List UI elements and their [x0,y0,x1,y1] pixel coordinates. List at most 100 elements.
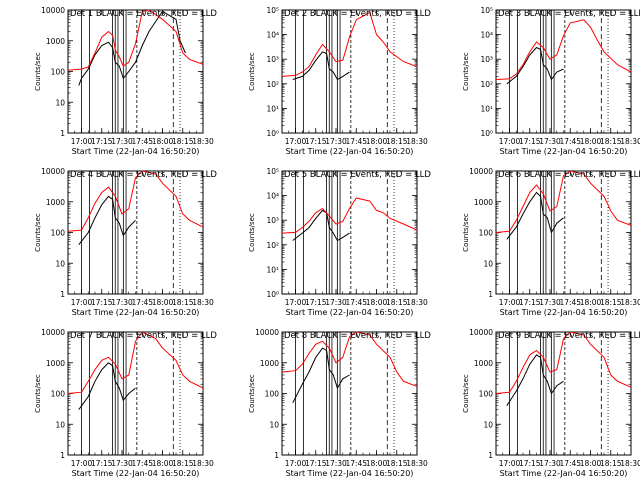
lld-series-line [496,171,631,233]
y-tick-label: 10 [483,259,493,268]
y-tick-label: 1000 [474,198,493,207]
x-tick-label: 17:45 [345,459,367,468]
y-tick-label: 10000 [469,328,493,337]
panel-det-8: 1 10 100 1000 10000 17:0017:1517:3017:4518:00… [248,328,431,478]
panel-det-3: 10⁰10¹10²10³10⁴10⁵17:0017:1517:3017:4518… [462,6,640,156]
panel-title: Det 6 BLACK = Events, RED = LLD [498,170,640,180]
x-tick-label: 17:15 [519,459,541,468]
x-tick-label: 18:00 [366,298,388,307]
x-tick-label: 18:00 [152,459,174,468]
x-tick-label: 18:30 [620,298,640,307]
y-tick-label: 10² [266,80,279,89]
x-tick-label: 17:00 [499,137,521,146]
x-tick-label: 17:45 [131,298,153,307]
plot-frame [495,9,632,134]
y-tick-label: 10 [269,420,279,429]
events-series-line [506,46,564,85]
x-tick-label: 17:45 [345,137,367,146]
x-tick-label: 17:45 [131,459,153,468]
series-group [496,171,631,240]
y-tick-label: 10 [483,420,493,429]
x-tick-label: 18:30 [406,137,428,146]
x-tick-label: 17:45 [131,137,153,146]
y-tick-label: 10⁰ [266,290,279,299]
x-tick-label: 17:45 [345,298,367,307]
x-tick-label: 17:00 [499,459,521,468]
plot-frame [495,331,632,456]
y-tick-label: 10⁴ [266,31,279,40]
lld-series-line [496,19,631,80]
y-tick-label: 1000 [260,359,279,368]
y-tick-label: 10000 [41,6,65,15]
x-tick-label: 18:30 [406,459,428,468]
y-axis-label: Counts/sec [248,52,256,91]
y-tick-label: 10³ [266,216,279,225]
y-axis-label: Counts/sec [462,374,470,413]
series-group [68,10,203,86]
y-tick-label: 1 [274,451,279,460]
x-tick-label: 17:00 [499,298,521,307]
y-tick-label: 10³ [480,55,493,64]
series-group [496,332,631,406]
x-axis-label: Start Time (22-Jan-04 16:50:20) [500,308,628,317]
x-tick-label: 18:15 [386,137,408,146]
x-tick-label: 17:30 [111,137,133,146]
y-tick-label: 10⁰ [480,129,493,138]
y-tick-label: 100 [265,390,280,399]
x-tick-label: 17:00 [71,459,93,468]
x-axis-label: Start Time (22-Jan-04 16:50:20) [286,469,414,478]
x-tick-label: 17:30 [539,298,561,307]
y-tick-label: 100 [479,229,494,238]
panel-title: Det 7 BLACK = Events, RED = LLD [70,331,217,341]
lld-series-line [282,332,417,387]
x-tick-label: 18:30 [192,137,214,146]
x-tick-label: 17:30 [539,459,561,468]
series-group [68,332,203,410]
panel-title: Det 3 BLACK = Events, RED = LLD [498,9,640,19]
x-tick-label: 18:15 [600,459,622,468]
x-tick-label: 17:00 [285,298,307,307]
y-tick-label: 100 [51,68,66,77]
y-tick-label: 10000 [41,328,65,337]
panel-det-7: 1 10 100 1000 10000 17:0017:1517:3017:4518:00… [34,328,217,478]
events-series-line [292,209,350,242]
x-tick-label: 17:30 [325,459,347,468]
y-tick-label: 10 [55,420,65,429]
x-tick-label: 17:15 [91,137,113,146]
x-axis-label: Start Time (22-Jan-04 16:50:20) [286,147,414,156]
x-tick-label: 18:15 [600,298,622,307]
x-tick-label: 18:15 [600,137,622,146]
y-tick-label: 1000 [46,359,65,368]
x-tick-label: 17:30 [111,298,133,307]
panel-det-6: 1 10 100 1000 10000 17:0017:1517:3017:4518:00… [462,167,640,317]
x-tick-label: 17:45 [559,137,581,146]
y-tick-label: 10² [266,241,279,250]
x-tick-label: 18:00 [152,298,174,307]
x-tick-label: 17:00 [285,137,307,146]
x-axis-label: Start Time (22-Jan-04 16:50:20) [286,308,414,317]
panel-title: Det 5 BLACK = Events, RED = LLD [284,170,431,180]
x-tick-label: 18:00 [580,137,602,146]
y-axis-label: Counts/sec [34,374,42,413]
x-tick-label: 18:30 [620,137,640,146]
y-tick-label: 10⁴ [480,31,493,40]
plot-frame [67,9,204,134]
series-group [68,171,203,246]
x-tick-label: 17:45 [559,459,581,468]
x-tick-label: 17:15 [91,298,113,307]
y-axis-label: Counts/sec [248,374,256,413]
x-tick-label: 17:15 [305,298,327,307]
events-series-line [78,10,186,86]
x-tick-label: 18:00 [580,459,602,468]
lld-series-line [282,197,417,234]
panel-det-2: 10⁰10¹10²10³10⁴10⁵17:0017:1517:3017:4518… [248,6,431,156]
x-tick-label: 18:15 [386,459,408,468]
y-tick-label: 10⁵ [480,6,493,15]
y-tick-label: 1 [488,451,493,460]
x-tick-label: 17:30 [325,137,347,146]
panel-title: Det 4 BLACK = Events, RED = LLD [70,170,217,180]
panel-title: Det 8 BLACK = Events, RED = LLD [284,331,431,341]
panel-det-5: 10⁰10¹10²10³10⁴10⁵17:0017:1517:3017:4518… [248,167,431,317]
y-tick-label: 10 [55,259,65,268]
panel-det-9: 1 10 100 1000 10000 17:0017:1517:3017:4518:00… [462,328,640,478]
